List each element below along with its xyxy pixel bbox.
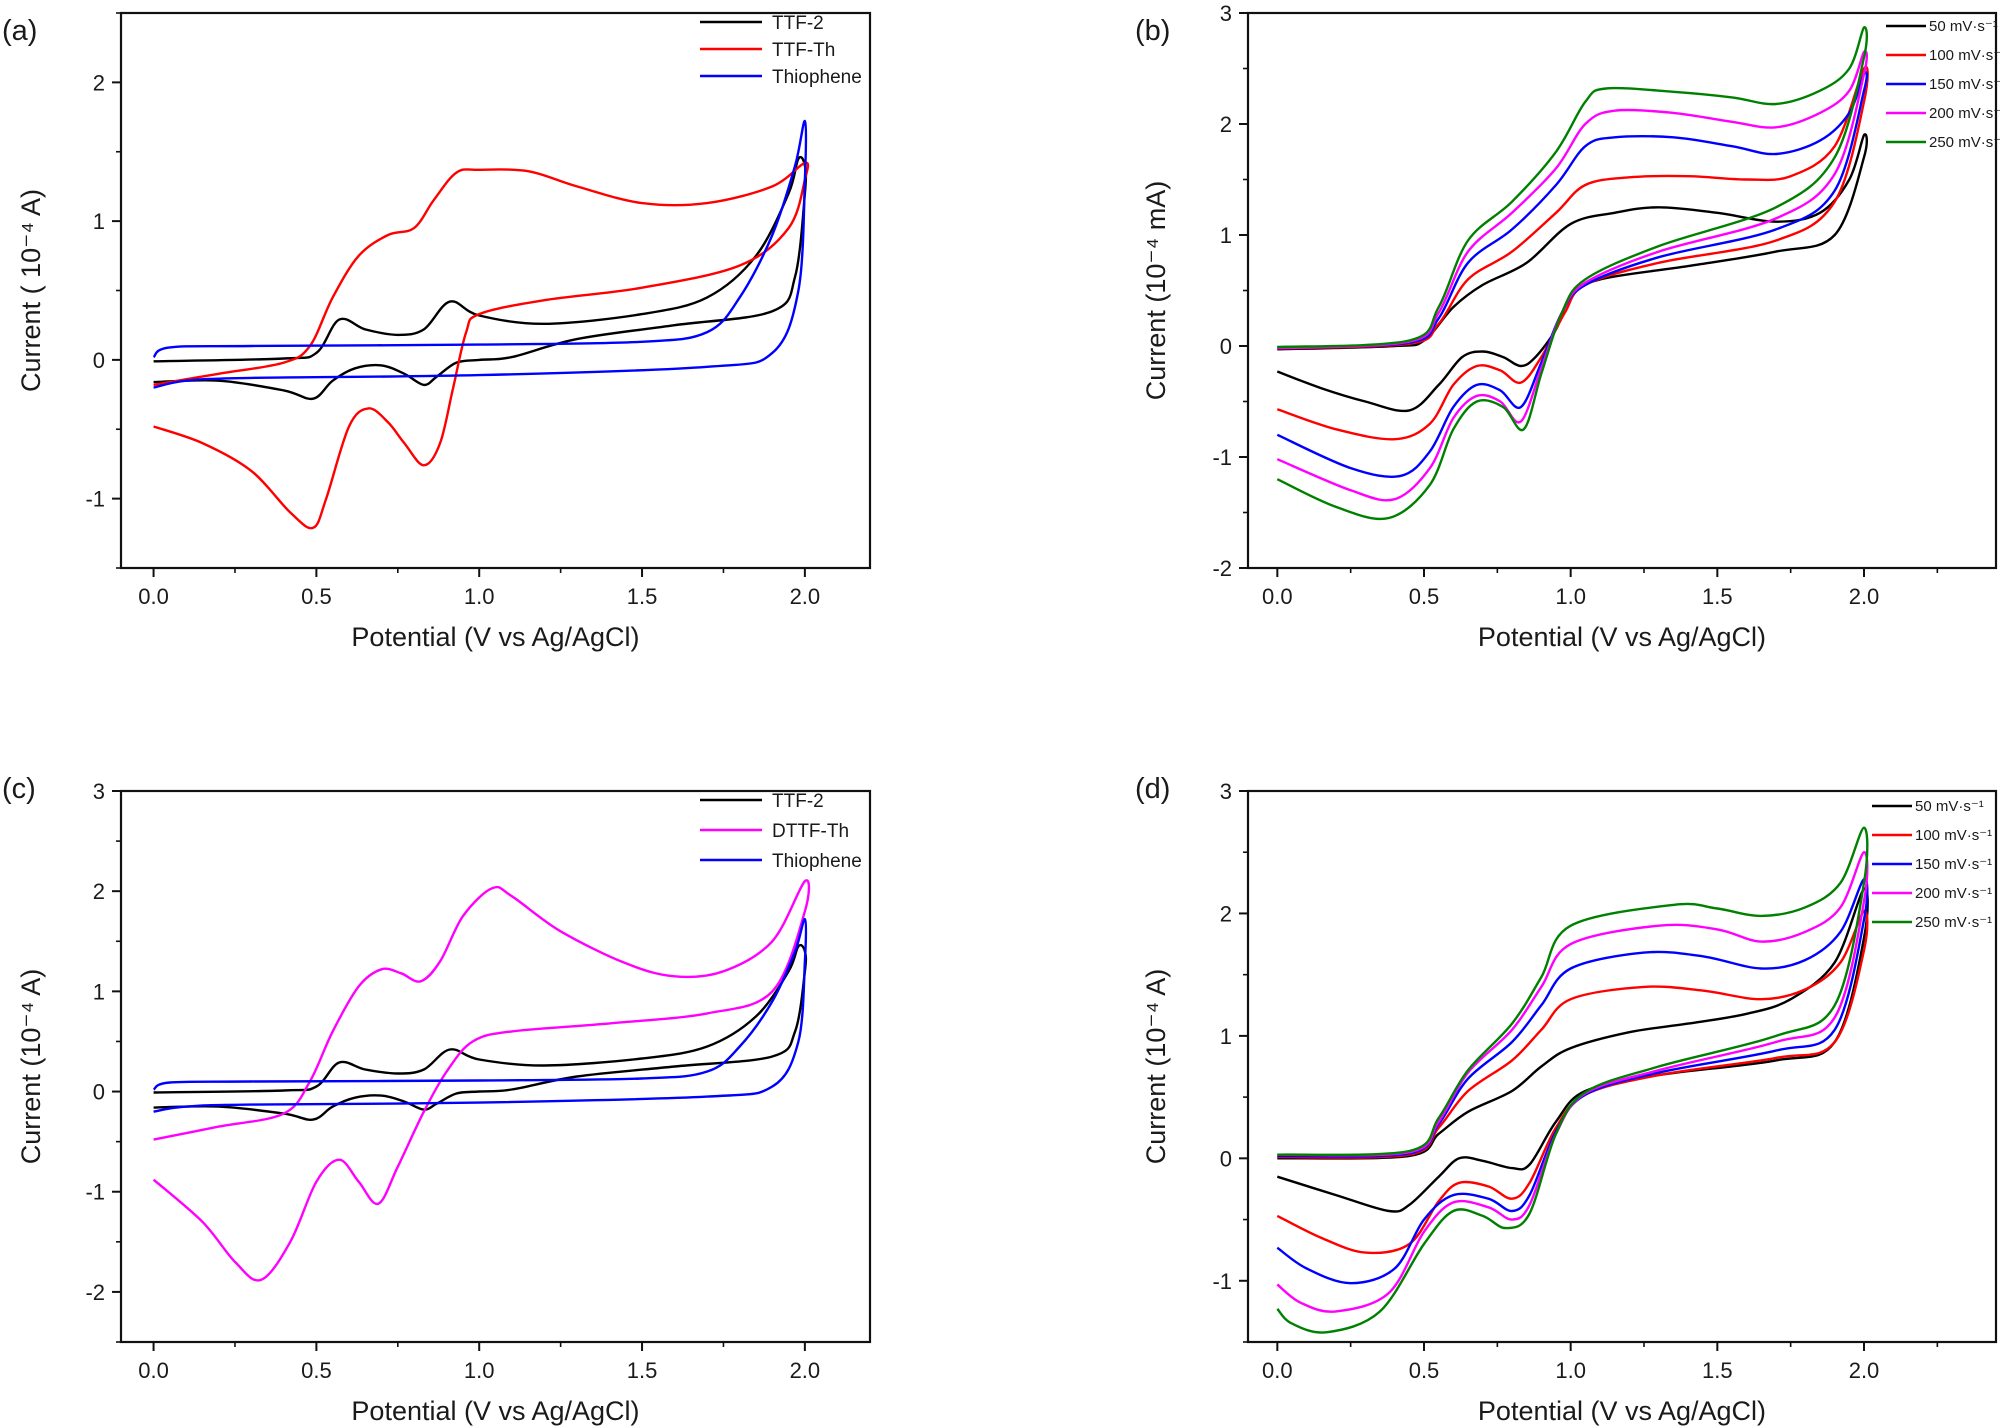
x-tick-label: 0.0 bbox=[1262, 1358, 1293, 1383]
y-axis-label: Current (10⁻⁴ A) bbox=[1141, 969, 1171, 1164]
x-axis-label: Potential (V vs Ag/AgCl) bbox=[1478, 1396, 1766, 1426]
panel-a: 0.0 0.5 1.0 1.5 2.0 -1 0 1 2 Potential (V vs Ag/A… bbox=[2, 11, 872, 652]
panel-c: 0.0 0.5 1.0 1.5 2.0 -2 -1 0 1 2 3 Potential (V vs A… bbox=[2, 773, 872, 1426]
legend-entry-label: 50 mV·s⁻¹ bbox=[1929, 18, 1998, 35]
legend-entry-label: 250 mV·s⁻¹ bbox=[1929, 134, 2000, 151]
y-tick-label: -1 bbox=[85, 487, 105, 512]
series-50-mv-s--curve bbox=[1276, 133, 1868, 413]
legend: TTF-2 DTTF-Th Thiophene bbox=[700, 791, 862, 872]
y-axis-label: Current ( 10⁻⁴ A) bbox=[16, 189, 46, 392]
x-tick-label: 1.5 bbox=[627, 584, 658, 609]
panel-b: 0.0 0.5 1.0 1.5 2.0 -2 -1 0 1 2 3 Potential (V vs A… bbox=[1135, 1, 2000, 652]
panel-d: 0.0 0.5 1.0 1.5 2.0 -1 0 1 2 3 Potential (V vs Ag/… bbox=[1135, 773, 1998, 1426]
legend-entry-label: TTF-2 bbox=[772, 791, 824, 812]
series-150-mv-s--curve bbox=[1276, 71, 1868, 478]
x-axis-label: Potential (V vs Ag/AgCl) bbox=[1478, 622, 1766, 652]
series-ttf-2-curve bbox=[153, 155, 808, 401]
legend-entry-label: 150 mV·s⁻¹ bbox=[1915, 856, 1992, 873]
legend-entry-label: 150 mV·s⁻¹ bbox=[1929, 76, 2000, 93]
panel-label: (a) bbox=[2, 15, 37, 47]
y-tick-label: 1 bbox=[93, 979, 105, 1004]
series-thiophene-curve bbox=[152, 119, 808, 389]
y-axis-label: Current (10⁻⁴ A) bbox=[16, 969, 46, 1164]
y-tick-label: 3 bbox=[1220, 1, 1232, 26]
y-tick-label: -1 bbox=[1212, 1269, 1232, 1294]
y-tick-label: 1 bbox=[1220, 1024, 1232, 1049]
series-ttf-th-curve bbox=[153, 161, 810, 530]
x-tick-label: 1.5 bbox=[1702, 1358, 1733, 1383]
y-tick-label: 1 bbox=[1220, 223, 1232, 248]
y-tick-label: 1 bbox=[93, 209, 105, 234]
y-tick-label: 2 bbox=[93, 879, 105, 904]
series-100-mv-s--curve bbox=[1276, 909, 1869, 1255]
legend-entry-label: 200 mV·s⁻¹ bbox=[1915, 885, 1992, 902]
legend-entry-label: Thiophene bbox=[772, 67, 862, 88]
legend-entry-label: TTF-Th bbox=[772, 40, 835, 61]
x-tick-label: 2.0 bbox=[1849, 1358, 1880, 1383]
series-200-mv-s--curve bbox=[1276, 50, 1868, 502]
legend-entry-label: 100 mV·s⁻¹ bbox=[1915, 827, 1992, 844]
legend: 50 mV·s⁻¹ 100 mV·s⁻¹ 150 mV·s⁻¹ 200 mV·s⁻¹ 2… bbox=[1872, 798, 1992, 931]
legend-entry-label: 100 mV·s⁻¹ bbox=[1929, 47, 2000, 64]
y-tick-label: 0 bbox=[93, 1080, 105, 1105]
series-200-mv-s--curve bbox=[1276, 850, 1869, 1313]
series-250-mv-s--curve bbox=[1276, 26, 1868, 521]
legend-entry-label: 250 mV·s⁻¹ bbox=[1915, 914, 1992, 931]
x-tick-label: 1.0 bbox=[1555, 1358, 1586, 1383]
x-tick-label: 1.5 bbox=[627, 1358, 658, 1383]
x-tick-label: 0.5 bbox=[301, 1358, 332, 1383]
plot-frame bbox=[1246, 789, 1998, 1344]
x-tick-label: 0.5 bbox=[301, 584, 332, 609]
series-100-mv-s--curve bbox=[1276, 65, 1869, 441]
series-50-mv-s--curve bbox=[1276, 887, 1869, 1213]
y-tick-label: -2 bbox=[85, 1280, 105, 1305]
plot-frame bbox=[1246, 11, 1998, 570]
x-tick-label: 0.5 bbox=[1409, 1358, 1440, 1383]
plot-frame bbox=[119, 11, 872, 570]
panel-label: (b) bbox=[1135, 15, 1170, 47]
y-tick-label: -1 bbox=[85, 1180, 105, 1205]
x-tick-label: 0.5 bbox=[1409, 584, 1440, 609]
series-dttf-th-curve bbox=[152, 879, 811, 1282]
series-250-mv-s--curve bbox=[1276, 826, 1869, 1334]
x-axis-label: Potential (V vs Ag/AgCl) bbox=[351, 1396, 639, 1426]
x-tick-label: 2.0 bbox=[1849, 584, 1880, 609]
y-tick-label: 0 bbox=[1220, 1146, 1232, 1171]
x-tick-label: 2.0 bbox=[790, 1358, 821, 1383]
y-tick-label: 2 bbox=[93, 70, 105, 95]
x-tick-label: 0.0 bbox=[1262, 584, 1293, 609]
series-150-mv-s--curve bbox=[1276, 877, 1869, 1285]
y-tick-label: 0 bbox=[1220, 334, 1232, 359]
series-thiophene-curve bbox=[152, 917, 808, 1113]
y-axis-label: Current (10⁻⁴ mA) bbox=[1141, 181, 1171, 400]
y-tick-label: 2 bbox=[1220, 901, 1232, 926]
legend-entry-label: Thiophene bbox=[772, 851, 862, 872]
y-tick-label: -1 bbox=[1212, 445, 1232, 470]
legend: 50 mV·s⁻¹ 100 mV·s⁻¹ 150 mV·s⁻¹ 200 mV·s⁻¹ 2… bbox=[1886, 18, 2000, 151]
y-tick-label: 3 bbox=[1220, 779, 1232, 804]
legend-entry-label: 200 mV·s⁻¹ bbox=[1929, 105, 2000, 122]
x-tick-label: 1.0 bbox=[1555, 584, 1586, 609]
x-tick-label: 2.0 bbox=[790, 584, 821, 609]
plot-frame bbox=[119, 789, 872, 1344]
legend: TTF-2 TTF-Th Thiophene bbox=[700, 13, 862, 88]
y-tick-label: 3 bbox=[93, 779, 105, 804]
panel-label: (d) bbox=[1135, 773, 1170, 805]
legend-entry-label: 50 mV·s⁻¹ bbox=[1915, 798, 1984, 815]
x-tick-label: 0.0 bbox=[138, 584, 169, 609]
x-tick-label: 1.5 bbox=[1702, 584, 1733, 609]
y-tick-label: -2 bbox=[1212, 556, 1232, 581]
x-axis-label: Potential (V vs Ag/AgCl) bbox=[351, 622, 639, 652]
x-tick-label: 1.0 bbox=[464, 1358, 495, 1383]
panel-label: (c) bbox=[2, 773, 36, 805]
y-tick-label: 2 bbox=[1220, 112, 1232, 137]
x-tick-label: 1.0 bbox=[464, 584, 495, 609]
legend-entry-label: DTTF-Th bbox=[772, 821, 849, 842]
y-tick-label: 0 bbox=[93, 348, 105, 373]
x-tick-label: 0.0 bbox=[138, 1358, 169, 1383]
legend-entry-label: TTF-2 bbox=[772, 13, 824, 34]
series-ttf-2-curve bbox=[153, 943, 808, 1121]
